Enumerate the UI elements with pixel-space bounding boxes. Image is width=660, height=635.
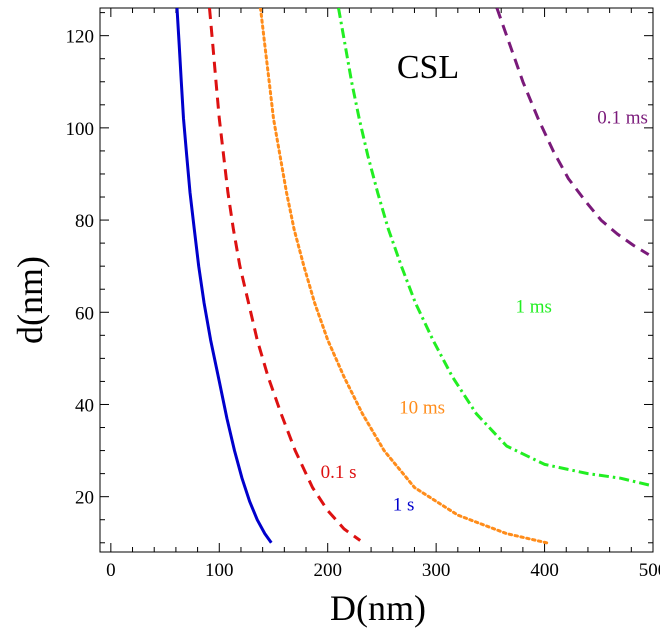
series-line-10-ms — [259, 8, 549, 545]
x-tick-label: 300 — [422, 560, 451, 581]
x-tick-label: 200 — [313, 560, 342, 581]
y-tick-label: 100 — [66, 119, 95, 140]
y-axis-title: d(nm) — [10, 256, 50, 344]
series-line-0-1-ms — [495, 8, 650, 256]
series-line-1-s — [175, 8, 273, 544]
labels-layer: 1 s 0.1 s 10 ms 1 ms 0.1 ms — [321, 107, 648, 515]
series-label-0-1-ms: 0.1 ms — [597, 107, 648, 128]
series-line-1-ms — [337, 8, 651, 487]
y-tick-label: 80 — [75, 211, 94, 232]
plot-title: CSL — [397, 49, 459, 86]
y-tick-label: 120 — [66, 27, 95, 48]
x-tick-label: 400 — [530, 560, 559, 581]
x-tick-label: 100 — [205, 560, 234, 581]
series-layer — [175, 8, 651, 545]
x-tick-label: 500 — [639, 560, 660, 581]
y-tick-label: 20 — [75, 488, 94, 509]
series-label-0-1-s: 0.1 s — [321, 462, 357, 483]
series-label-10-ms: 10 ms — [399, 398, 445, 419]
y-tick-label: 40 — [75, 395, 94, 416]
x-axis-title: D(nm) — [330, 588, 426, 628]
series-label-1-ms: 1 ms — [516, 296, 552, 317]
y-tick-label: 60 — [75, 303, 94, 324]
axes: 0 100 200 300 400 500 20 40 60 80 100 120 — [66, 7, 660, 581]
plot-frame — [99, 7, 654, 553]
x-tick-label: 0 — [106, 560, 116, 581]
series-line-0-1-s — [208, 8, 362, 542]
series-label-1-s: 1 s — [393, 495, 415, 516]
